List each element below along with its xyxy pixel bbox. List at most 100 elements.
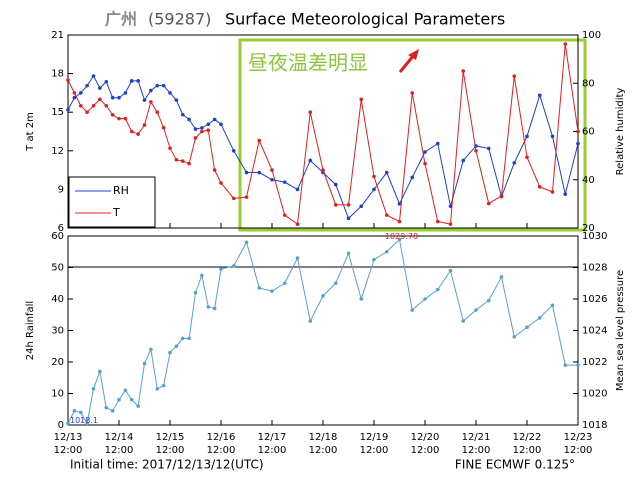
series-point — [98, 369, 102, 374]
series-point — [231, 264, 236, 268]
series-point — [123, 388, 128, 393]
series-point — [384, 213, 389, 217]
series-point — [212, 168, 217, 172]
series-point — [537, 185, 542, 189]
legend-label: RH — [113, 184, 129, 197]
series-point — [499, 194, 504, 198]
series-point — [85, 110, 89, 114]
series-point — [110, 409, 115, 413]
series-point — [550, 190, 555, 194]
x-tick-label-line: 12:00 — [54, 445, 83, 456]
series-point — [91, 103, 96, 108]
x-tick-label: 12/21 12:00 — [462, 432, 491, 456]
series-point — [282, 281, 287, 286]
x-tick-label: 12/23 12:00 — [564, 432, 593, 456]
series-point — [461, 69, 466, 73]
x-tick-label-line: 12/15 — [156, 432, 185, 443]
series-point — [550, 134, 555, 139]
series-point — [537, 93, 542, 98]
series-point — [91, 386, 96, 391]
series-point — [499, 275, 504, 279]
series-point — [78, 91, 83, 95]
series-point — [257, 286, 262, 290]
series-point — [410, 308, 415, 312]
y2-tick-label: 1026 — [582, 294, 607, 305]
x-tick-label-line: 12:00 — [564, 445, 593, 456]
series-point — [372, 257, 376, 262]
series-point — [187, 336, 191, 341]
series-point — [384, 249, 389, 254]
series-point — [66, 421, 70, 426]
series-point — [474, 149, 478, 153]
series-point — [270, 177, 274, 182]
series-point — [187, 117, 191, 122]
series-point — [346, 203, 351, 207]
series-point — [257, 170, 262, 175]
series-point — [98, 97, 102, 102]
series-point — [193, 127, 198, 131]
series-point — [576, 129, 580, 134]
series-point — [200, 273, 204, 278]
series-point — [117, 398, 121, 402]
x-tick-label-line: 12:00 — [258, 445, 287, 456]
x-tick-label: 12/20 12:00 — [411, 432, 440, 456]
x-tick-label: 12/22 12:00 — [513, 432, 542, 456]
series-point — [72, 409, 77, 413]
series-point — [257, 138, 262, 143]
y2-tick-label: 1028 — [582, 263, 607, 274]
series-point — [136, 79, 140, 83]
y-tick-label: 18 — [51, 69, 64, 80]
series-point — [486, 146, 491, 151]
x-tick-label-line: 12/14 — [105, 432, 134, 443]
series-point — [435, 287, 440, 292]
y-tick-label: 12 — [51, 146, 64, 157]
y-tick-label: 0 — [58, 420, 64, 431]
series-point — [78, 410, 83, 415]
series-point — [435, 141, 440, 146]
series-point — [270, 289, 274, 293]
series-point — [295, 222, 300, 226]
series-point — [98, 86, 102, 90]
title-city: 广州 — [105, 10, 137, 29]
series-point — [308, 110, 313, 114]
series-point — [129, 398, 134, 402]
y-tick-label: 50 — [51, 263, 64, 274]
y2-tick-label: 20 — [582, 223, 595, 234]
series-point — [346, 251, 351, 256]
series-point — [180, 336, 185, 341]
series-point — [563, 42, 568, 46]
highlight-box — [238, 38, 587, 232]
series-point — [168, 350, 172, 355]
series-point — [142, 123, 147, 127]
x-tick-label-line: 12:00 — [360, 445, 389, 456]
series-point — [512, 335, 517, 339]
x-tick-label: 12/15 12:00 — [156, 432, 185, 456]
y2-tick-label: 1020 — [582, 389, 607, 400]
legend-box — [68, 176, 156, 228]
series-point — [295, 187, 300, 192]
y-tick-label: 30 — [51, 326, 64, 337]
series-point — [155, 83, 160, 88]
y-tick-label: 15 — [51, 107, 64, 118]
y-tick-label: 21 — [51, 30, 64, 41]
footer-left: Initial time: 2017/12/13/12(UTC) — [70, 458, 264, 472]
y2-tick-label: 60 — [582, 127, 595, 138]
x-tick-label: 12/16 12:00 — [207, 432, 236, 456]
x-tick-label-line: 12/22 — [513, 432, 542, 443]
series-point — [435, 219, 440, 224]
series-point — [486, 298, 491, 303]
series-point — [308, 158, 313, 163]
series-point — [525, 134, 529, 139]
x-tick-label: 12/17 12:00 — [258, 432, 287, 456]
series-point — [206, 122, 211, 127]
series-point — [448, 204, 453, 209]
series-point — [321, 294, 325, 298]
series-point — [155, 110, 160, 114]
series-point — [72, 95, 77, 100]
y-tick-label: 20 — [51, 357, 64, 368]
series-point — [461, 319, 466, 323]
series-point — [512, 74, 517, 78]
series-point — [308, 319, 313, 323]
series-point — [333, 182, 338, 187]
series-point — [78, 103, 83, 108]
